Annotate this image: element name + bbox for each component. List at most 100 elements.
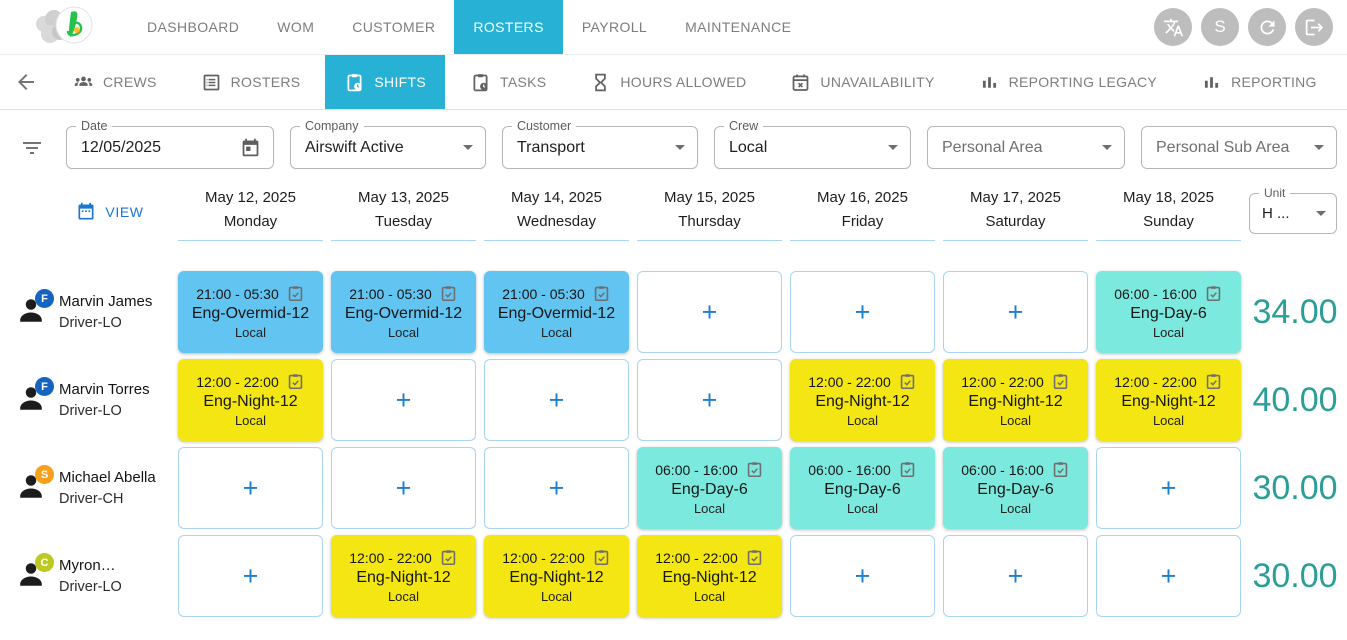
shift-cell[interactable]: 06:00 - 16:00 Eng-Day-6 Local [790,447,935,529]
shift-time: 06:00 - 16:00 [655,461,738,478]
topnav-item-maintenance[interactable]: MAINTENANCE [685,19,792,35]
add-shift-button[interactable]: + [1096,447,1241,529]
clipboard-check-icon [900,374,914,390]
subnav-tab-label: SHIFTS [374,74,426,90]
avatar: F [13,289,54,330]
clipboard-clock-icon [473,73,488,91]
shift-name: Eng-Night-12 [1121,393,1216,410]
avatar: C [13,553,54,594]
subnav-tab-rosters[interactable]: ROSTERS [182,55,320,109]
subnav-tab-unavailability[interactable]: UNAVAILABILITY [771,55,953,109]
shift-name: Eng-Day-6 [824,481,901,498]
clipboard-check-icon [1206,374,1220,390]
add-shift-button[interactable]: + [943,535,1088,617]
field-value: H ... [1262,204,1290,222]
plus-icon: + [701,384,718,415]
member-name: Myron… [59,557,116,574]
subnav-tab-label: ROSTERS [230,74,301,90]
user-initial-button[interactable]: S [1201,8,1239,46]
filter-12-05-2025[interactable]: Date 12/05/2025 [66,119,274,169]
chevron-down-icon [1316,210,1326,216]
clipboard-check-icon [594,286,608,302]
subnav-tab-reporting-legacy[interactable]: REPORTING LEGACY [960,55,1176,109]
back-button[interactable] [0,55,54,109]
calendar-icon[interactable] [240,137,261,158]
shift-area: Local [234,413,267,428]
topnav-item-rosters[interactable]: ROSTERS [454,0,563,54]
add-shift-button[interactable]: + [637,359,782,441]
shift-area: Local [693,589,726,604]
shift-cell[interactable]: 06:00 - 16:00 Eng-Day-6 Local [943,447,1088,529]
field-value: Personal Area [942,138,1043,156]
chevron-down-icon [1102,145,1112,150]
header-weekday: Tuesday [375,213,432,230]
clipboard-check-icon [594,550,608,566]
shift-cell[interactable]: 06:00 - 16:00 Eng-Day-6 Local [637,447,782,529]
refresh-button[interactable] [1248,8,1286,46]
field-label: Crew [724,119,764,133]
add-shift-button[interactable]: + [331,359,476,441]
shift-cell[interactable]: 12:00 - 22:00 Eng-Night-12 Local [484,535,629,617]
add-shift-button[interactable]: + [1096,535,1241,617]
top-app-bar: DASHBOARD WOM CUSTOMER ROSTERS PAYROLL MAINTE… [0,0,1347,55]
shift-cell[interactable]: 12:00 - 22:00 Eng-Night-12 Local [790,359,935,441]
subnav-tab-shifts[interactable]: SHIFTS [325,55,445,109]
shift-name: Eng-Day-6 [671,481,748,498]
day-column-header: May 14, 2025 Wednesday [484,183,629,241]
shift-cell[interactable]: 12:00 - 22:00 Eng-Night-12 Local [178,359,323,441]
filter-local[interactable]: Crew Local [714,119,911,169]
topnav-item-wom[interactable]: WOM [277,19,315,35]
shift-name: Eng-Overmid-12 [344,305,463,322]
filter-list-icon[interactable] [14,136,50,160]
view-button[interactable]: VIEW [0,183,170,241]
add-shift-button[interactable]: + [178,447,323,529]
field-label: Customer [512,119,577,133]
translate-button[interactable] [1154,8,1192,46]
translate-icon [1163,18,1183,36]
chevron-down-icon [888,145,898,150]
topnav-item-payroll[interactable]: PAYROLL [581,19,648,35]
main-nav: DASHBOARD WOM CUSTOMER ROSTERS PAYROLL MAINTE… [128,0,810,54]
subnav-tab-hours-allowed[interactable]: HOURS ALLOWED [571,55,765,109]
plus-icon: + [1007,560,1024,591]
member-name: Marvin Torres [59,381,150,398]
filter-personal-area[interactable]: Personal Area [927,126,1125,169]
filter-airswift-active[interactable]: Company Airswift Active [290,119,486,169]
subnav-tab-crews[interactable]: CREWS [54,55,176,109]
shift-cell[interactable]: 12:00 - 22:00 Eng-Night-12 Local [331,535,476,617]
subnav-tab-tasks[interactable]: TASKS [451,55,565,109]
topnav-item-dashboard[interactable]: DASHBOARD [147,19,240,35]
shift-cell[interactable]: 21:00 - 05:30 Eng-Overmid-12 Local [178,271,323,353]
plus-icon: + [1007,296,1024,327]
subnav-tab-reporting[interactable]: REPORTING [1182,55,1336,109]
add-shift-button[interactable]: + [484,359,629,441]
add-shift-button[interactable]: + [484,447,629,529]
header-date: May 13, 2025 [358,189,449,206]
rosters-list-icon [203,74,219,90]
add-shift-button[interactable]: + [331,447,476,529]
shift-cell[interactable]: 21:00 - 05:30 Eng-Overmid-12 Local [331,271,476,353]
unit-select[interactable]: Unit H ... [1249,185,1337,234]
add-shift-button[interactable]: + [790,535,935,617]
shift-cell[interactable]: 12:00 - 22:00 Eng-Night-12 Local [943,359,1088,441]
filter-transport[interactable]: Customer Transport [502,119,698,169]
topnav-item-customer[interactable]: CUSTOMER [352,19,436,35]
plus-icon: + [854,560,871,591]
shift-cell[interactable]: 21:00 - 05:30 Eng-Overmid-12 Local [484,271,629,353]
subnav-tab-label: HOURS ALLOWED [620,74,747,90]
shift-cell[interactable]: 12:00 - 22:00 Eng-Night-12 Local [1096,359,1241,441]
add-shift-button[interactable]: + [790,271,935,353]
chevron-down-icon [1314,145,1324,150]
shift-cell[interactable]: 06:00 - 16:00 Eng-Day-6 Local [1096,271,1241,353]
shift-cell[interactable]: 12:00 - 22:00 Eng-Night-12 Local [637,535,782,617]
add-shift-button[interactable]: + [178,535,323,617]
day-column-header: May 16, 2025 Friday [790,183,935,241]
filter-personal-sub-area[interactable]: Personal Sub Area [1141,126,1337,169]
add-shift-button[interactable]: + [637,271,782,353]
shift-time: 06:00 - 16:00 [1114,285,1197,302]
field-value: Transport [517,138,585,156]
weekly-total: 30.00 [1252,468,1338,507]
member-role: Driver-LO [59,403,122,419]
logout-button[interactable] [1295,8,1333,46]
add-shift-button[interactable]: + [943,271,1088,353]
